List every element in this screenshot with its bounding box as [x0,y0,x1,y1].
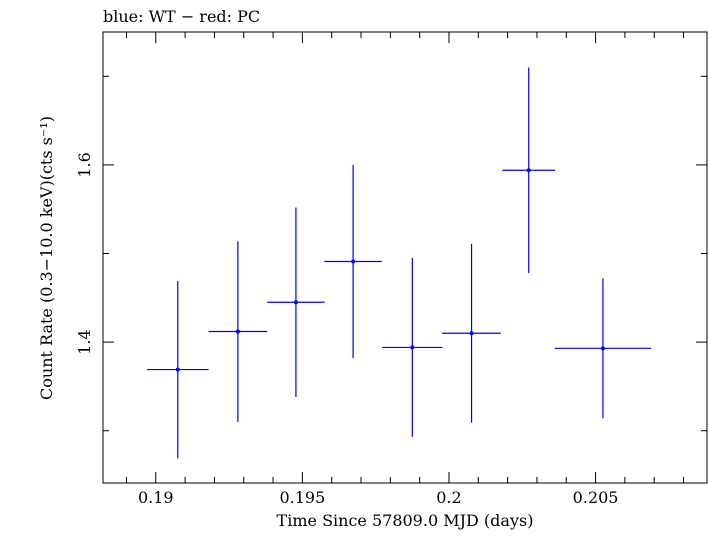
data-point [554,278,652,419]
x-tick-label: 0.2 [436,488,461,507]
point-marker [526,168,531,173]
y-axis-label: Count Rate (0.3−10.0 keV)(cts s⁻¹) [37,116,56,400]
point-marker [469,331,474,336]
x-tick-label: 0.195 [279,488,325,507]
data-point [382,257,443,437]
point-marker [235,329,240,334]
x-tick-label: 0.205 [573,488,619,507]
plot-frame [102,31,708,484]
axis-ticks [103,32,707,483]
x-tick-label: 0.19 [138,488,174,507]
point-marker [293,300,298,305]
point-marker [351,259,356,264]
chart-title: blue: WT − red: PC [103,7,260,26]
point-marker [410,345,415,350]
data-point [442,243,501,423]
data-point [502,67,556,274]
data-point [208,241,268,422]
data-point [267,207,325,398]
y-tick-label: 1.4 [75,329,94,354]
x-axis-label: Time Since 57809.0 MJD (days) [277,511,534,530]
data-marks [146,67,652,459]
axis-tick-labels: 0.19 0.195 0.2 0.205 1.4 1.6 [75,152,618,507]
point-marker [600,346,605,351]
data-point [324,164,382,359]
data-point [146,280,209,459]
point-marker [175,367,180,372]
y-tick-label: 1.6 [75,152,94,177]
